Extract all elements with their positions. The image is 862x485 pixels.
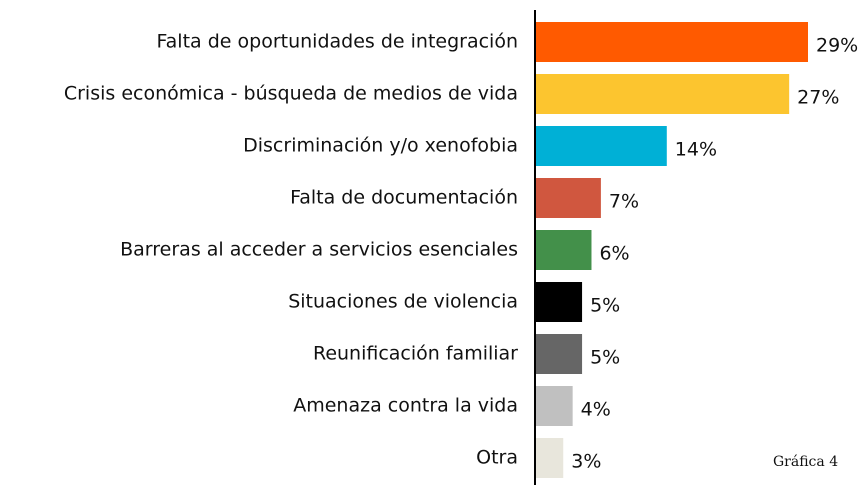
value-label: 3% [571, 451, 601, 473]
category-label: Discriminación y/o xenofobia [243, 135, 518, 157]
value-label: 27% [797, 87, 839, 109]
category-label: Otra [476, 447, 518, 469]
bar [536, 334, 583, 374]
value-label: 5% [590, 347, 620, 369]
category-label: Situaciones de violencia [288, 291, 518, 313]
bar [536, 282, 583, 322]
value-label: 29% [816, 35, 858, 57]
category-label: Falta de oportunidades de integración [156, 31, 518, 53]
value-label: 14% [675, 139, 717, 161]
value-label: 6% [599, 243, 629, 265]
annotation: Gráfica 4 [773, 454, 838, 470]
value-label: 4% [581, 399, 611, 421]
bar [536, 178, 601, 218]
bar [536, 22, 808, 62]
category-label: Barreras al acceder a servicios esencial… [120, 239, 518, 261]
bar [536, 386, 573, 426]
value-label: 5% [590, 295, 620, 317]
bar [536, 438, 564, 478]
category-label: Crisis económica - búsqueda de medios de… [64, 83, 518, 105]
category-label: Amenaza contra la vida [293, 395, 518, 417]
category-label: Reunificación familiar [313, 343, 518, 365]
bar [536, 230, 592, 270]
bar [536, 74, 790, 114]
bar [536, 126, 667, 166]
category-label: Falta de documentación [290, 187, 518, 209]
value-label: 7% [609, 191, 639, 213]
